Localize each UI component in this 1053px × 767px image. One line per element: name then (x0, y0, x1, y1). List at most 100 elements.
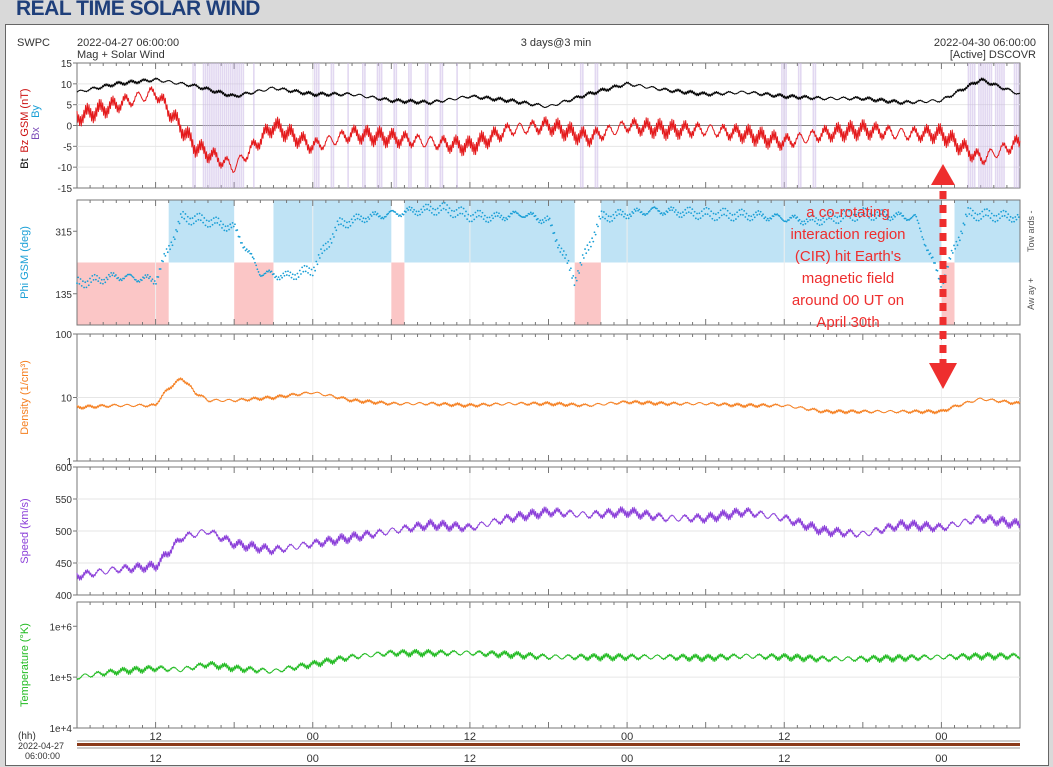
phi-point (190, 223, 193, 226)
phi-point (346, 221, 348, 224)
phi-point (289, 271, 292, 274)
phi-point (1009, 215, 1012, 218)
phi-point (212, 217, 215, 220)
phi-point (908, 219, 911, 221)
phi-point (828, 217, 830, 219)
phi-point (446, 204, 449, 206)
phi-point (151, 278, 154, 281)
bz-negative-shade (439, 63, 442, 188)
phi-sector-1 (77, 262, 169, 325)
phi-point (176, 230, 179, 233)
y-tick-label: 5 (66, 101, 72, 112)
phi-point (627, 217, 630, 220)
phi-point (318, 257, 321, 259)
phi-point (270, 270, 273, 273)
phi-point (765, 219, 768, 222)
phi-point (836, 216, 839, 219)
phi-point (486, 216, 489, 219)
phi-point (135, 279, 137, 281)
bz-negative-shade (240, 63, 243, 188)
phi-point (816, 222, 819, 225)
annotation-line-6: April 30th (816, 314, 879, 331)
phi-point (371, 211, 374, 214)
phi-point (592, 240, 595, 243)
phi-point (435, 213, 438, 216)
phi-point (373, 213, 375, 216)
phi-point (290, 276, 293, 279)
phi-point (162, 260, 164, 263)
phi-point (582, 257, 585, 259)
phi-point (704, 213, 707, 215)
phi-point (560, 247, 563, 250)
phi-point (449, 214, 452, 217)
phi-point (366, 220, 368, 223)
annotation-line-2: interaction region (790, 226, 905, 243)
phi-point (802, 223, 805, 226)
phi-point (785, 220, 788, 223)
phi-point (1008, 219, 1011, 221)
phi-point (524, 216, 526, 219)
phi-point (847, 215, 849, 218)
time-unit-label: (hh) (18, 731, 36, 742)
phi-point (750, 215, 753, 218)
phi-point (617, 209, 619, 211)
phi-point (957, 236, 960, 239)
phi-point (870, 218, 873, 221)
phi-point (475, 216, 478, 218)
phi-point (826, 211, 829, 214)
phi-point (454, 216, 457, 218)
time-tick-label-bottom: 12 (778, 753, 790, 765)
bz-negative-shade (361, 63, 364, 188)
phi-point (238, 235, 241, 238)
phi-point (747, 214, 750, 217)
phi-point (90, 281, 93, 284)
phi-point (361, 220, 364, 223)
phi-point (351, 221, 354, 224)
phi-point (720, 214, 723, 217)
phi-point (850, 212, 853, 214)
phi-point (989, 217, 992, 219)
phi-point (1014, 216, 1017, 218)
phi-point (282, 272, 285, 275)
phi-point (577, 269, 579, 272)
phi-point (274, 276, 276, 279)
phi-point (229, 223, 232, 226)
bz-negative-shade (236, 63, 238, 188)
phi-point (541, 219, 544, 221)
phi-point (470, 220, 473, 223)
time-tick-label-top: 12 (149, 731, 161, 743)
phi-point (81, 280, 84, 283)
bz-negative-shade (996, 63, 999, 188)
phi-point (76, 282, 78, 285)
phi-point (422, 205, 425, 208)
phi-point (245, 248, 248, 251)
y-tick-label: 1e+4 (49, 724, 72, 735)
phi-point (288, 274, 291, 277)
phi-point (862, 207, 865, 209)
phi-point (199, 219, 202, 222)
phi-point (593, 231, 596, 234)
phi-point (437, 212, 440, 214)
phi-point (97, 280, 100, 283)
phi-point (573, 284, 576, 287)
phi-point (878, 209, 881, 212)
phi-point (137, 279, 140, 282)
phi-sector-label: Tow ards - (1026, 210, 1036, 252)
phi-point (255, 264, 258, 267)
phi-point (646, 212, 649, 215)
phi-point (672, 206, 675, 209)
phi-point (970, 214, 973, 217)
phi-point (175, 228, 177, 231)
page-title: REAL TIME SOLAR WIND (16, 0, 260, 20)
phi-point (280, 274, 282, 277)
phi-point (94, 278, 97, 281)
phi-point (354, 218, 357, 221)
phi-point (254, 261, 256, 264)
phi-point (106, 278, 109, 281)
phi-point (757, 210, 760, 212)
phi-point (887, 218, 889, 221)
phi-point (559, 251, 562, 253)
phi-point (588, 241, 591, 244)
phi-point (548, 217, 551, 220)
phi-point (433, 213, 436, 216)
